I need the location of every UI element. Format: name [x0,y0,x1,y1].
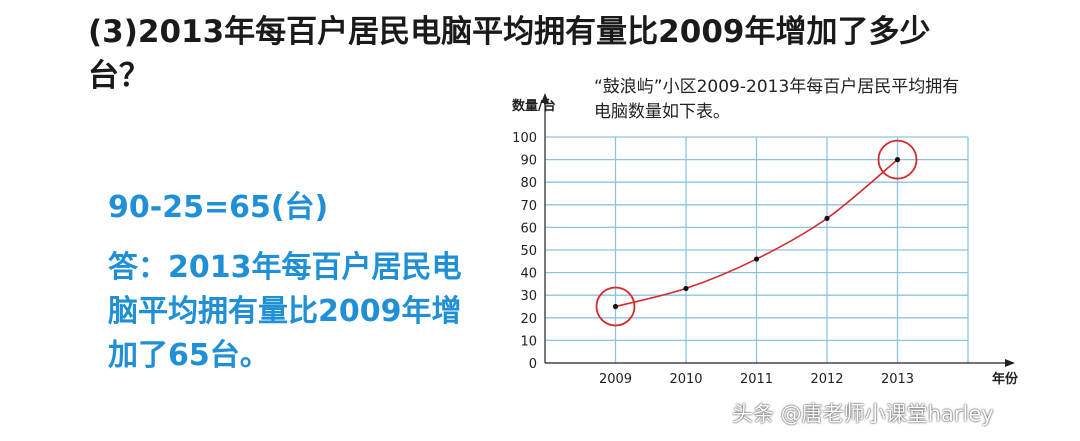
y-tick-label: 20 [520,312,537,327]
y-axis-title: 数量/台 [512,98,556,114]
data-point-2012 [824,215,830,221]
highlight-circle-2009 [595,286,636,327]
watermark: 头条 @唐老师小课堂harley [732,402,994,426]
y-tick-label: 60 [520,221,537,236]
y-tick-label: 40 [520,267,537,282]
x-tick-label: 2011 [740,372,773,387]
data-point-2011 [753,256,760,262]
y-tick-label: 30 [520,289,537,304]
y-tick-label: 80 [520,176,537,191]
data-point-2009 [612,303,619,310]
chart-grid [545,136,969,363]
answer-text: 答：2013年每百户居民电脑平均拥有量比2009年增加了65台。 [108,250,462,373]
y-tick-label: 0 [529,357,537,372]
chart-axes [541,93,1015,367]
highlight-circle-2013 [877,139,918,180]
y-tick-label: 70 [520,199,537,214]
question-text: (3)2013年每百户居民电脑平均拥有量比2009年增加了多少台？ [88,14,931,94]
y-tick-label: 50 [520,244,537,259]
formula-text: 90-25=65(台) [108,190,329,225]
y-tick-label: 100 [512,131,537,146]
x-tick-labels: 2009 2010 2011 2012 2013 [599,372,914,387]
x-axis-title: 年份 [992,371,1019,387]
x-tick-label: 2012 [810,372,843,387]
y-axis-arrow [541,93,549,103]
chart-points [595,139,918,327]
data-point-2010 [683,285,689,292]
chart-title: “鼓浪屿”小区2009-2013年每百户居民平均拥有电脑数量如下表。 [594,77,960,122]
x-axis-arrow [1005,359,1015,367]
x-tick-label: 2013 [881,372,914,387]
y-tick-labels: 0 10 20 30 40 50 60 70 80 90 100 [512,131,537,372]
x-tick-label: 2009 [599,372,632,387]
x-tick-label: 2010 [669,372,702,387]
data-point-2013 [894,157,901,163]
y-tick-label: 90 [520,154,537,169]
y-tick-label: 10 [520,334,537,349]
